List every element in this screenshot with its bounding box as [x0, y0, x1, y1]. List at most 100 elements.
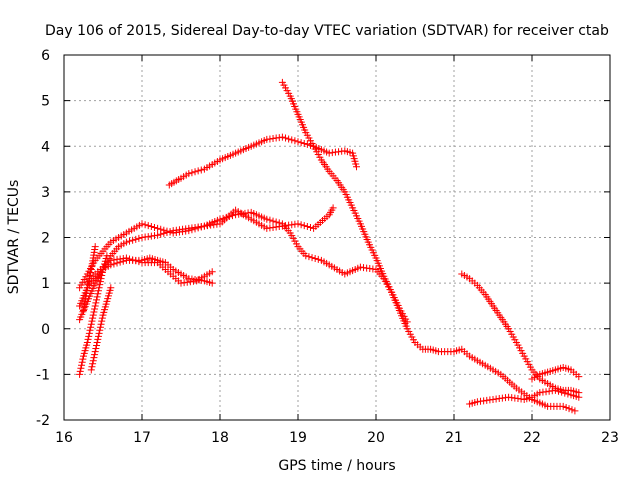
- data-point-marker: [88, 317, 96, 325]
- data-point-marker: [96, 281, 104, 289]
- data-point-marker: [157, 230, 165, 238]
- data-point-marker: [269, 217, 277, 225]
- data-point-marker: [138, 220, 146, 228]
- data-point-marker: [266, 216, 274, 224]
- data-point-marker: [93, 293, 101, 301]
- data-point-marker: [84, 335, 92, 343]
- series-track-e: [76, 252, 111, 378]
- data-point-marker: [160, 229, 168, 237]
- data-point-marker: [94, 290, 102, 298]
- data-point-marker: [93, 338, 101, 346]
- data-point-marker: [98, 317, 106, 325]
- data-point-marker: [302, 252, 310, 260]
- data-point-marker: [300, 222, 308, 230]
- data-point-marker: [216, 215, 224, 223]
- series-track-j: [458, 270, 583, 397]
- data-point-marker: [76, 367, 84, 375]
- data-point-marker: [559, 402, 567, 410]
- data-point-marker: [135, 234, 143, 242]
- data-point-marker: [86, 272, 94, 280]
- data-point-marker: [222, 213, 230, 221]
- data-point-marker: [403, 318, 411, 326]
- data-point-marker: [91, 348, 99, 356]
- data-point-marker: [564, 390, 572, 398]
- data-point-marker: [278, 133, 286, 141]
- x-tick-label: 21: [445, 430, 463, 446]
- data-point-marker: [89, 357, 97, 365]
- data-point-marker: [282, 134, 290, 142]
- data-point-marker: [89, 314, 97, 322]
- data-point-marker: [353, 163, 360, 171]
- data-point-marker: [85, 332, 93, 340]
- data-point-marker: [107, 284, 115, 292]
- data-point-marker: [163, 228, 171, 236]
- data-point-marker: [84, 281, 92, 289]
- data-point-marker: [77, 364, 85, 372]
- y-tick-label: -1: [36, 367, 50, 383]
- data-point-marker: [311, 254, 319, 262]
- data-point-marker: [297, 139, 305, 147]
- data-point-marker: [288, 136, 296, 144]
- data-point-marker: [272, 218, 280, 226]
- x-tick-label: 22: [523, 430, 541, 446]
- data-point-marker: [94, 335, 102, 343]
- chart-title: Day 106 of 2015, Sidereal Day-to-day VTE…: [45, 23, 609, 39]
- data-point-marker: [303, 140, 311, 148]
- x-tick-label: 23: [601, 430, 619, 446]
- x-tick-label: 16: [55, 430, 73, 446]
- data-point-marker: [297, 221, 305, 229]
- data-point-marker: [166, 228, 174, 236]
- data-point-marker: [141, 221, 149, 229]
- x-tick-label: 18: [211, 430, 229, 446]
- data-point-marker: [150, 223, 158, 231]
- data-point-marker: [562, 403, 570, 411]
- data-point-marker: [314, 255, 322, 263]
- data-point-marker: [91, 305, 99, 313]
- data-point-marker: [147, 223, 155, 231]
- data-point-marker: [87, 268, 95, 276]
- data-point-marker: [85, 275, 93, 283]
- data-point-marker: [194, 167, 202, 175]
- data-point-marker: [329, 204, 337, 212]
- data-point-marker: [78, 361, 86, 369]
- data-point-marker: [132, 235, 140, 243]
- series-layer: [76, 78, 583, 415]
- data-point-marker: [83, 284, 91, 292]
- y-tick-label: -2: [36, 413, 50, 429]
- data-point-marker: [122, 254, 130, 262]
- data-point-marker: [94, 332, 102, 340]
- y-tick-label: 2: [41, 231, 50, 247]
- data-point-marker: [303, 223, 311, 231]
- data-point-marker: [225, 213, 233, 221]
- data-point-marker: [575, 393, 583, 401]
- data-point-marker: [86, 326, 94, 334]
- data-point-marker: [208, 279, 216, 287]
- data-point-marker: [97, 320, 105, 328]
- data-point-marker: [87, 320, 95, 328]
- x-tick-label: 17: [133, 430, 151, 446]
- series-track-b: [76, 208, 579, 415]
- data-point-marker: [154, 231, 162, 239]
- data-point-marker: [96, 278, 104, 286]
- data-point-marker: [197, 166, 205, 174]
- data-point-marker: [93, 296, 100, 304]
- data-point-marker: [85, 278, 93, 286]
- data-point-marker: [568, 406, 576, 414]
- x-axis-label: GPS time / hours: [278, 458, 395, 474]
- series-track-f: [87, 284, 115, 374]
- y-tick-label: 3: [41, 185, 50, 201]
- data-point-marker: [87, 323, 95, 331]
- y-tick-label: 0: [41, 322, 50, 338]
- y-tick-label: 5: [41, 94, 50, 110]
- data-point-marker: [132, 257, 140, 265]
- series-track-c: [76, 254, 216, 310]
- data-point-marker: [91, 351, 99, 359]
- data-point-marker: [565, 405, 573, 413]
- data-point-marker: [126, 237, 134, 245]
- data-point-marker: [275, 219, 283, 227]
- data-point-marker: [93, 341, 100, 349]
- data-point-marker: [90, 354, 98, 362]
- data-point-marker: [91, 302, 99, 310]
